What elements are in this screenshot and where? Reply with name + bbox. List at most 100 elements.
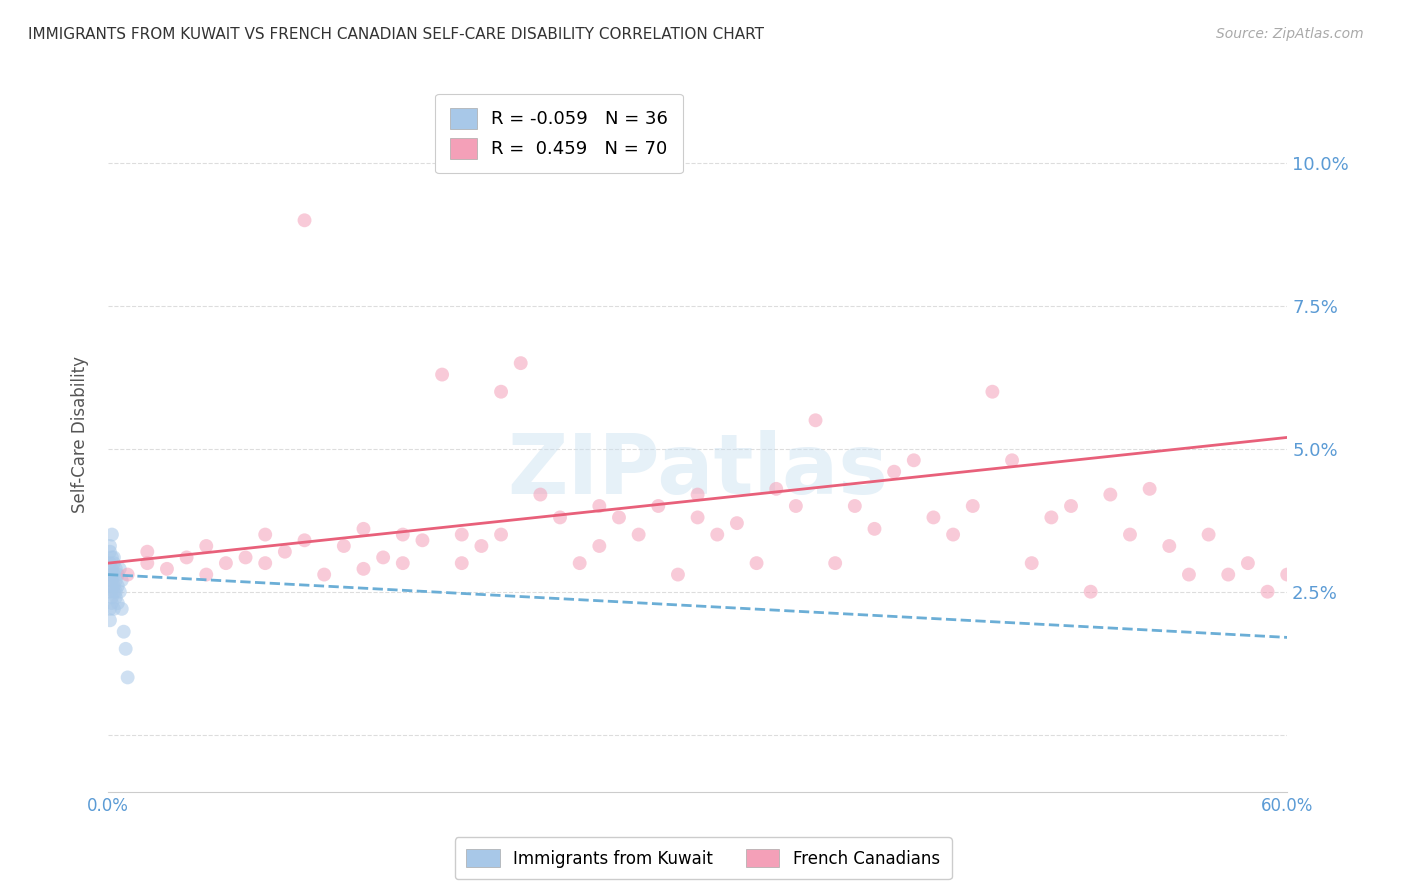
Point bbox=[666, 567, 689, 582]
Point bbox=[98, 539, 121, 553]
Y-axis label: Self-Care Disability: Self-Care Disability bbox=[72, 356, 89, 513]
Point bbox=[101, 562, 124, 576]
Point bbox=[101, 579, 124, 593]
Point bbox=[98, 602, 121, 616]
Point bbox=[489, 384, 512, 399]
Point bbox=[588, 499, 610, 513]
Point bbox=[745, 556, 768, 570]
Point bbox=[1060, 499, 1083, 513]
Point bbox=[568, 556, 591, 570]
Point bbox=[195, 567, 218, 582]
Point bbox=[195, 539, 218, 553]
Point bbox=[101, 591, 124, 605]
Point bbox=[104, 591, 127, 605]
Point bbox=[588, 539, 610, 553]
Point bbox=[101, 527, 124, 541]
Point bbox=[107, 579, 129, 593]
Point bbox=[1277, 567, 1299, 582]
Point bbox=[294, 533, 316, 548]
Point bbox=[1119, 527, 1142, 541]
Point bbox=[136, 556, 159, 570]
Point bbox=[176, 550, 198, 565]
Point bbox=[103, 556, 125, 570]
Point bbox=[1099, 487, 1122, 501]
Point bbox=[373, 550, 395, 565]
Point bbox=[107, 567, 129, 582]
Text: Source: ZipAtlas.com: Source: ZipAtlas.com bbox=[1216, 27, 1364, 41]
Point bbox=[274, 545, 297, 559]
Point bbox=[883, 465, 905, 479]
Point bbox=[98, 545, 121, 559]
Point bbox=[114, 641, 136, 656]
Point bbox=[450, 556, 472, 570]
Point bbox=[391, 556, 413, 570]
Point bbox=[844, 499, 866, 513]
Point bbox=[1001, 453, 1024, 467]
Point bbox=[1159, 539, 1181, 553]
Point bbox=[294, 213, 316, 227]
Point bbox=[98, 556, 121, 570]
Point bbox=[108, 562, 131, 576]
Point bbox=[450, 527, 472, 541]
Point bbox=[103, 567, 125, 582]
Point bbox=[1080, 584, 1102, 599]
Point bbox=[1218, 567, 1240, 582]
Point bbox=[725, 516, 748, 530]
Point bbox=[108, 584, 131, 599]
Point bbox=[509, 356, 531, 370]
Text: ZIPatlas: ZIPatlas bbox=[508, 430, 889, 511]
Point bbox=[98, 574, 121, 588]
Point bbox=[117, 567, 139, 582]
Point bbox=[112, 624, 135, 639]
Point bbox=[103, 550, 125, 565]
Point bbox=[254, 556, 277, 570]
Point bbox=[686, 487, 709, 501]
Point bbox=[353, 522, 375, 536]
Point bbox=[785, 499, 807, 513]
Point bbox=[627, 527, 650, 541]
Point bbox=[103, 584, 125, 599]
Point bbox=[107, 596, 129, 610]
Point bbox=[101, 596, 124, 610]
Point bbox=[391, 527, 413, 541]
Point bbox=[765, 482, 787, 496]
Point bbox=[103, 579, 125, 593]
Point bbox=[156, 562, 179, 576]
Point bbox=[254, 527, 277, 541]
Point bbox=[215, 556, 238, 570]
Point bbox=[111, 574, 134, 588]
Legend: R = -0.059   N = 36, R =  0.459   N = 70: R = -0.059 N = 36, R = 0.459 N = 70 bbox=[436, 94, 683, 173]
Point bbox=[962, 499, 984, 513]
Point bbox=[1139, 482, 1161, 496]
Point bbox=[824, 556, 846, 570]
Legend: Immigrants from Kuwait, French Canadians: Immigrants from Kuwait, French Canadians bbox=[454, 838, 952, 880]
Point bbox=[117, 670, 139, 684]
Point bbox=[111, 602, 134, 616]
Point bbox=[333, 539, 356, 553]
Point bbox=[470, 539, 492, 553]
Point bbox=[804, 413, 827, 427]
Point bbox=[548, 510, 571, 524]
Point bbox=[529, 487, 551, 501]
Point bbox=[863, 522, 886, 536]
Point bbox=[104, 574, 127, 588]
Point bbox=[903, 453, 925, 467]
Point bbox=[706, 527, 728, 541]
Point bbox=[1021, 556, 1043, 570]
Point bbox=[1040, 510, 1063, 524]
Point bbox=[136, 545, 159, 559]
Point bbox=[98, 613, 121, 627]
Point bbox=[101, 574, 124, 588]
Point bbox=[98, 584, 121, 599]
Point bbox=[686, 510, 709, 524]
Point bbox=[98, 567, 121, 582]
Point bbox=[104, 562, 127, 576]
Point bbox=[489, 527, 512, 541]
Point bbox=[1257, 584, 1279, 599]
Point bbox=[430, 368, 453, 382]
Point bbox=[103, 602, 125, 616]
Point bbox=[314, 567, 336, 582]
Point bbox=[942, 527, 965, 541]
Point bbox=[353, 562, 375, 576]
Point bbox=[981, 384, 1004, 399]
